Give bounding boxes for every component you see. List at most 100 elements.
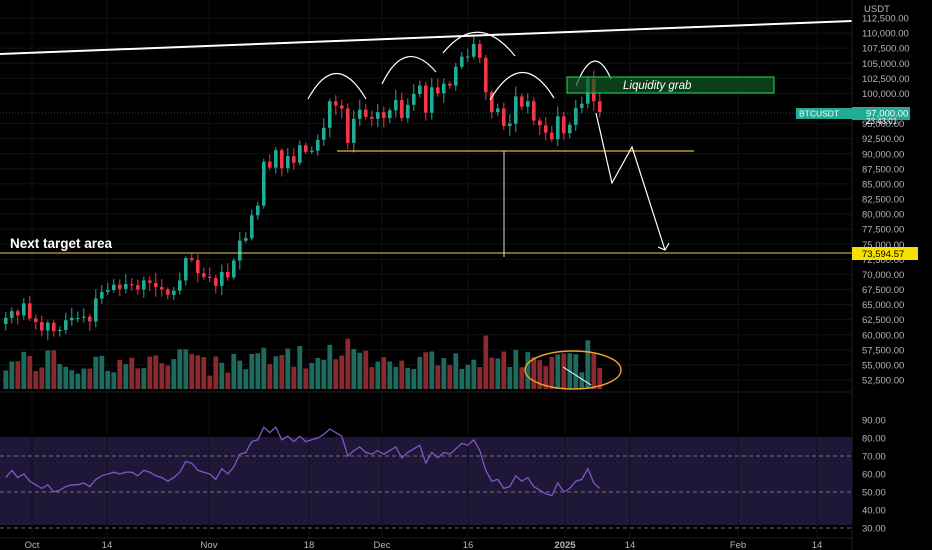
candle-body (58, 329, 62, 332)
candle-body (262, 161, 266, 206)
candle-body (448, 83, 452, 86)
volume-bar (159, 363, 165, 389)
volume-bar (231, 353, 237, 389)
candle-body (166, 289, 170, 295)
volume-bar (291, 366, 297, 389)
candle-body (550, 132, 554, 140)
resistance-trendline (0, 20, 853, 55)
candle-body (490, 92, 494, 113)
candle-body (340, 105, 344, 109)
time-tick-labels[interactable]: Oct 14 Nov 18 Dec 16 2025 14 Feb 14 (25, 540, 823, 550)
candle-body (460, 56, 464, 67)
volume-bar (267, 364, 273, 389)
candle-body (202, 273, 206, 277)
candle-body (268, 161, 272, 168)
volume-bar (51, 350, 57, 389)
price-tick-label: 100,000.00 (862, 89, 910, 100)
candle-body (172, 290, 176, 295)
volume-bar (165, 365, 171, 389)
candle-body (124, 284, 128, 289)
price-tick-label: 95,000.00 (862, 119, 904, 130)
candle-body (412, 94, 416, 105)
volume-bar (93, 356, 99, 389)
volume-bar (183, 349, 189, 389)
price-tick-label: 80,000.00 (862, 210, 904, 221)
volume-bar (297, 346, 303, 389)
volume-bar (579, 372, 585, 389)
volume-bar (21, 351, 27, 389)
volume-bar (477, 367, 483, 389)
candle-body (514, 96, 518, 124)
volume-bar (483, 335, 489, 389)
price-tick-label: 110,000.00 (862, 29, 909, 40)
last-price-tag (852, 107, 910, 120)
rsi-tick-label: 60.00 (862, 470, 886, 481)
volume-bar (405, 367, 411, 389)
volume-bar (417, 356, 423, 389)
price-tick-label: 90,000.00 (862, 149, 904, 160)
candles (4, 34, 602, 341)
last-price-value: 97,000.00 (866, 109, 908, 120)
candle-body (190, 258, 194, 260)
volume-highlight-ellipse (524, 350, 622, 390)
price-tick-label: 55,000.00 (862, 360, 904, 371)
volume-bar (435, 365, 441, 389)
candle-body (76, 317, 80, 319)
candle-body (298, 145, 302, 163)
candle-body (22, 303, 26, 316)
volume-bar (501, 351, 507, 389)
volume-bar (273, 356, 279, 389)
volume-bar (519, 367, 525, 389)
volume-bar (375, 361, 381, 389)
candle-body (112, 284, 116, 291)
candle-body (4, 317, 8, 324)
candle-body (394, 100, 398, 111)
candle-body (286, 156, 290, 169)
candle-body (64, 320, 68, 330)
head-arc-top (442, 31, 516, 57)
volume-bar (45, 350, 51, 389)
candle-body (40, 322, 44, 331)
rsi-tick-label: 90.00 (862, 416, 886, 427)
volume-bar (99, 355, 105, 389)
candle-body (526, 101, 530, 107)
volume-bar (177, 349, 183, 389)
volume-bar (321, 359, 327, 389)
symbol-label: BTCUSDT (799, 109, 839, 119)
currency-label: USDT (864, 4, 890, 15)
candle-body (130, 284, 134, 286)
volume-bar (345, 338, 351, 389)
volume-bar (465, 364, 471, 389)
volume-bar (117, 359, 123, 389)
volume-bar (429, 351, 435, 389)
volume-bar (9, 361, 15, 389)
time-tick-label: 18 (304, 540, 315, 550)
price-tick-label: 102,500.00 (862, 74, 910, 85)
candle-body (178, 280, 182, 291)
candle-body (94, 298, 98, 322)
time-tick-label: Dec (374, 540, 391, 550)
time-tick-label: 14 (812, 540, 823, 550)
time-tick-label: 16 (463, 540, 474, 550)
candle-body (274, 150, 278, 168)
countdown-value: 23:43:01 (866, 117, 898, 126)
price-tick-label: 107,500.00 (862, 44, 910, 55)
volume-bar (105, 370, 111, 389)
volume-bar (525, 352, 531, 389)
volume-bar (303, 368, 309, 389)
volume-bar (351, 349, 357, 389)
candle-body (196, 259, 200, 274)
volume-bar (333, 359, 339, 389)
price-tick-label: 67,500.00 (862, 285, 904, 296)
volume-bar (393, 366, 399, 389)
price-tick-label: 57,500.00 (862, 345, 904, 356)
candle-body (520, 96, 524, 107)
symbol-tag (796, 108, 852, 119)
candle-body (148, 280, 152, 283)
price-axis[interactable] (852, 0, 932, 550)
candle-body (142, 280, 146, 290)
candle-body (292, 156, 296, 163)
volume-bar (255, 353, 261, 389)
volume-bar (543, 366, 549, 389)
